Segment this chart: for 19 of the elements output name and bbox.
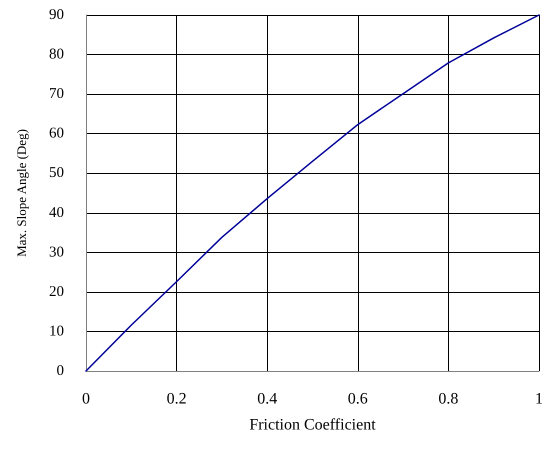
x-tick-label: 1 <box>535 390 543 408</box>
x-tick-label: 0.8 <box>438 390 458 408</box>
x-tick-label: 0.6 <box>348 390 368 408</box>
y-tick-label: 0 <box>56 363 64 379</box>
y-tick-label: 50 <box>49 165 64 182</box>
y-tick-label: 20 <box>49 284 64 300</box>
y-tick-label: 90 <box>49 7 64 23</box>
y-tick-label: 70 <box>49 86 64 102</box>
x-tick-label: 0.2 <box>166 390 187 408</box>
x-axis-title: Friction Coefficient <box>249 416 376 434</box>
y-tick-label: 10 <box>49 323 64 340</box>
y-tick-label: 80 <box>49 46 64 63</box>
x-tick-label: 0 <box>82 390 90 408</box>
y-tick-label: 60 <box>49 126 64 142</box>
y-axis-title: Max. Slope Angle (Deg) <box>14 129 29 257</box>
y-tick-label: 30 <box>49 244 64 260</box>
line-series <box>85 14 540 372</box>
x-tick-label: 0.4 <box>257 390 278 408</box>
y-tick-label: 40 <box>49 204 64 221</box>
